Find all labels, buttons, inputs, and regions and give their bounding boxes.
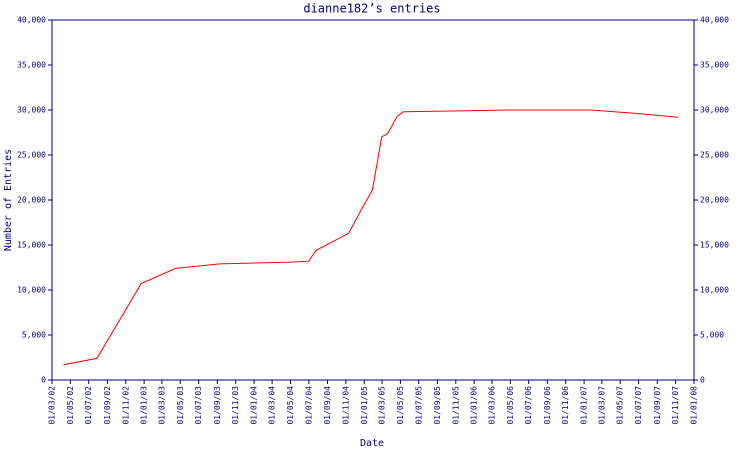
x-tick-label: 01/05/04 xyxy=(286,386,295,425)
y2-tick-label: 15,000 xyxy=(700,241,729,250)
x-tick-label: 01/05/07 xyxy=(616,386,625,425)
y-tick-label: 30,000 xyxy=(17,106,46,115)
x-tick-label: 01/09/06 xyxy=(543,386,552,425)
x-axis-label: Date xyxy=(360,438,384,449)
x-tick-label: 01/11/07 xyxy=(671,386,680,425)
x-tick-label: 01/05/02 xyxy=(66,386,75,425)
x-tick-label: 01/07/06 xyxy=(524,386,533,425)
y2-tick-label: 35,000 xyxy=(700,61,729,70)
x-tick-label: 01/01/04 xyxy=(250,386,259,425)
x-tick-label: 01/01/07 xyxy=(580,386,589,425)
x-tick-label: 01/03/03 xyxy=(157,386,166,425)
x-tick-label: 01/07/07 xyxy=(634,386,643,425)
x-tick-label: 01/09/02 xyxy=(103,386,112,425)
y-tick-label: 35,000 xyxy=(17,61,46,70)
chart-title: dianne182’s entries xyxy=(303,2,440,16)
x-tick-label: 01/05/06 xyxy=(506,386,515,425)
y2-tick-label: 30,000 xyxy=(700,106,729,115)
y2-tick-label: 5,000 xyxy=(700,331,724,340)
x-tick-label: 01/09/03 xyxy=(213,386,222,425)
x-tick-label: 01/11/06 xyxy=(561,386,570,425)
x-tick-label: 01/11/02 xyxy=(121,386,130,425)
y-tick-label: 15,000 xyxy=(17,241,46,250)
y-axis-label: Number of Entries xyxy=(3,149,14,251)
x-tick-label: 01/01/08 xyxy=(690,386,699,425)
y-tick-label: 5,000 xyxy=(22,331,46,340)
x-tick-label: 01/01/06 xyxy=(470,386,479,425)
x-tick-label: 01/11/04 xyxy=(341,386,350,425)
y-tick-label: 20,000 xyxy=(17,196,46,205)
y2-tick-label: 10,000 xyxy=(700,286,729,295)
x-tick-label: 01/07/03 xyxy=(194,386,203,425)
x-tick-label: 01/05/05 xyxy=(396,386,405,425)
x-tick-label: 01/09/05 xyxy=(433,386,442,425)
x-tick-label: 01/09/04 xyxy=(323,386,332,425)
x-tick-label: 01/01/03 xyxy=(140,386,149,425)
y2-tick-label: 40,000 xyxy=(700,16,729,25)
x-tick-label: 01/03/04 xyxy=(268,386,277,425)
x-tick-label: 01/09/07 xyxy=(653,386,662,425)
x-tick-label: 01/07/05 xyxy=(414,386,423,425)
x-tick-label: 01/11/03 xyxy=(231,386,240,425)
plot-frame xyxy=(51,19,695,381)
x-tick-label: 01/07/04 xyxy=(304,386,313,425)
y-tick-label: 10,000 xyxy=(17,286,46,295)
y2-tick-label: 25,000 xyxy=(700,151,729,160)
y-tick-label: 40,000 xyxy=(17,16,46,25)
x-tick-label: 01/03/07 xyxy=(597,386,606,425)
line-series xyxy=(63,109,679,366)
x-tick-label: 01/01/05 xyxy=(360,386,369,425)
x-tick-label: 01/03/05 xyxy=(378,386,387,425)
x-tick-label: 01/05/03 xyxy=(176,386,185,425)
y2-tick-label: 0 xyxy=(700,376,705,385)
x-tick-label: 01/03/06 xyxy=(487,386,496,425)
y-tick-label: 0 xyxy=(41,376,46,385)
y-tick-label: 25,000 xyxy=(17,151,46,160)
y2-tick-label: 20,000 xyxy=(700,196,729,205)
x-tick-label: 01/07/02 xyxy=(84,386,93,425)
x-tick-label: 01/11/05 xyxy=(451,386,460,425)
x-tick-label: 01/03/02 xyxy=(48,386,57,425)
